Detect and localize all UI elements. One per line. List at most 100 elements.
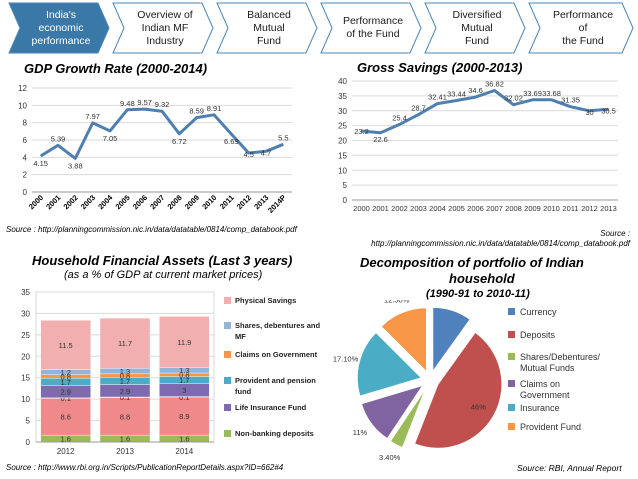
pie-data-label: 3.40% bbox=[379, 453, 401, 462]
data-label: 6.72 bbox=[172, 137, 187, 146]
y-tick-label: 40 bbox=[338, 77, 347, 86]
step-shape bbox=[216, 2, 318, 54]
y-tick-label: 30 bbox=[21, 309, 30, 318]
data-label: 5.5 bbox=[278, 133, 288, 142]
pie-slice bbox=[360, 384, 424, 440]
data-label: 2.9 bbox=[120, 387, 130, 396]
data-label: 9.32 bbox=[155, 100, 170, 109]
x-tick-label: 2010 bbox=[543, 204, 560, 213]
data-label: 30 bbox=[585, 108, 593, 117]
data-label: 1.3 bbox=[120, 367, 130, 376]
legend-swatch bbox=[508, 423, 515, 430]
step-performance-of-fund-2[interactable]: Performance of the Fund bbox=[528, 2, 634, 54]
data-label: 1.2 bbox=[60, 368, 70, 377]
legend-label: Deposits bbox=[520, 330, 556, 340]
legend-swatch bbox=[224, 351, 231, 358]
x-tick-label: 2001 bbox=[44, 193, 62, 211]
x-tick-label: 2014 bbox=[175, 447, 193, 456]
step-arrow bbox=[216, 2, 318, 54]
series-line bbox=[39, 107, 284, 160]
pie-chart-title-line1: Decomposition of portfolio of Indian bbox=[360, 255, 584, 270]
bar-segment bbox=[99, 397, 151, 436]
legend-label: Currency bbox=[520, 307, 557, 317]
savings-chart-source-url: http://planningcommission.nic.in/data/da… bbox=[371, 239, 630, 248]
pie-data-label: 9.90% bbox=[446, 300, 468, 302]
gdp-chart-title: GDP Growth Rate (2000-2014) bbox=[24, 61, 208, 76]
x-tick-label: 2003 bbox=[79, 193, 97, 211]
gdp-chart-source: Source : http://planningcommission.nic.i… bbox=[6, 225, 297, 234]
data-label: 11.9 bbox=[177, 338, 191, 347]
bar-segment bbox=[99, 317, 151, 369]
step-diversified-mutual-fund[interactable]: Diversified Mutual Fund bbox=[424, 2, 526, 54]
household-chart-source: Source : http://www.rbi.org.in/Scripts/P… bbox=[6, 463, 284, 472]
step-arrow bbox=[8, 2, 110, 54]
data-label: 28.7 bbox=[411, 104, 426, 113]
x-tick-label: 2005 bbox=[114, 193, 132, 211]
data-label: 33.69 bbox=[523, 89, 542, 98]
step-arrow bbox=[320, 2, 422, 54]
y-tick-label: 35 bbox=[21, 288, 30, 297]
x-tick-label: 2014P bbox=[266, 193, 288, 215]
x-tick-label: 2005 bbox=[448, 204, 465, 213]
data-label: 32.41 bbox=[428, 93, 447, 102]
step-label: Overview of Indian MF Industry bbox=[137, 8, 193, 47]
data-label: 0.8 bbox=[120, 372, 130, 381]
x-tick-label: 2012 bbox=[581, 204, 598, 213]
legend-swatch bbox=[508, 308, 515, 315]
x-tick-label: 2011 bbox=[218, 193, 236, 211]
x-tick-label: 2006 bbox=[131, 193, 149, 211]
pie-data-label: 11% bbox=[353, 428, 368, 437]
data-label: 3.88 bbox=[68, 161, 83, 170]
x-tick-label: 2002 bbox=[391, 204, 408, 213]
step-india-economic-performance[interactable]: India's economic performance bbox=[8, 2, 110, 54]
legend-swatch bbox=[224, 430, 231, 437]
data-label: 0.8 bbox=[179, 371, 189, 380]
y-tick-label: 10 bbox=[338, 166, 347, 175]
x-tick-label: 2013 bbox=[116, 447, 134, 456]
step-shape bbox=[424, 2, 526, 54]
data-label: 1.7 bbox=[179, 376, 189, 385]
pie-chart-source: Source: RBI, Annual Report bbox=[517, 463, 622, 473]
x-tick-label: 2009 bbox=[183, 193, 201, 211]
data-label: 1.3 bbox=[179, 366, 189, 375]
data-label: 30.5 bbox=[601, 106, 616, 115]
step-performance-of-fund-1[interactable]: Performance of the Fund bbox=[320, 2, 422, 54]
pie-chart-subtitle: (1990-91 to 2010-11) bbox=[426, 288, 530, 300]
data-label: 8.8 bbox=[120, 412, 130, 421]
pie-data-label: 12.50% bbox=[384, 300, 410, 305]
data-label: 9.57 bbox=[137, 98, 152, 107]
y-tick-label: 0 bbox=[26, 438, 31, 447]
data-label: 31.35 bbox=[561, 96, 580, 105]
savings-chart-source-label: Source : bbox=[600, 229, 630, 238]
y-tick-label: 25 bbox=[338, 122, 347, 131]
x-tick-label: 2006 bbox=[467, 204, 484, 213]
data-label: 4.5 bbox=[243, 150, 253, 159]
data-label: 8.59 bbox=[189, 107, 204, 116]
step-label: Performance of the Fund bbox=[342, 15, 404, 40]
household-chart-title: Household Financial Assets (Last 3 years… bbox=[32, 253, 293, 268]
portfolio-pie-chart: 9.90% 46% 3.40% 11% 17.10% 12.50% Currency Depo… bbox=[333, 300, 601, 462]
pie-slice bbox=[356, 331, 423, 397]
legend-label: MF bbox=[235, 332, 246, 341]
legend-label: Claims on Government bbox=[235, 350, 318, 359]
legend-label: Provident and pension bbox=[235, 376, 316, 385]
bar-segment bbox=[159, 396, 210, 436]
step-shape bbox=[528, 2, 634, 54]
x-tick-label: 2009 bbox=[524, 204, 541, 213]
step-balanced-mutual-fund[interactable]: Balanced Mutual Fund bbox=[216, 2, 318, 54]
data-label: 11.5 bbox=[59, 341, 73, 350]
data-label: 8.6 bbox=[60, 413, 70, 422]
step-overview-mf-industry[interactable]: Overview of Indian MF Industry bbox=[112, 2, 214, 54]
bar-segment bbox=[40, 320, 91, 370]
y-tick-label: 10 bbox=[18, 101, 27, 110]
data-label: 22.6 bbox=[373, 135, 388, 144]
pie-data-label: 46% bbox=[471, 402, 486, 411]
legend-label: Insurance bbox=[520, 403, 560, 413]
y-tick-label: 30 bbox=[338, 107, 347, 116]
y-tick-label: 5 bbox=[343, 181, 348, 190]
legend-swatch bbox=[508, 331, 515, 338]
x-tick-label: 2002 bbox=[62, 193, 80, 211]
x-tick-label: 2012 bbox=[57, 447, 75, 456]
y-tick-label: 0 bbox=[343, 196, 348, 205]
